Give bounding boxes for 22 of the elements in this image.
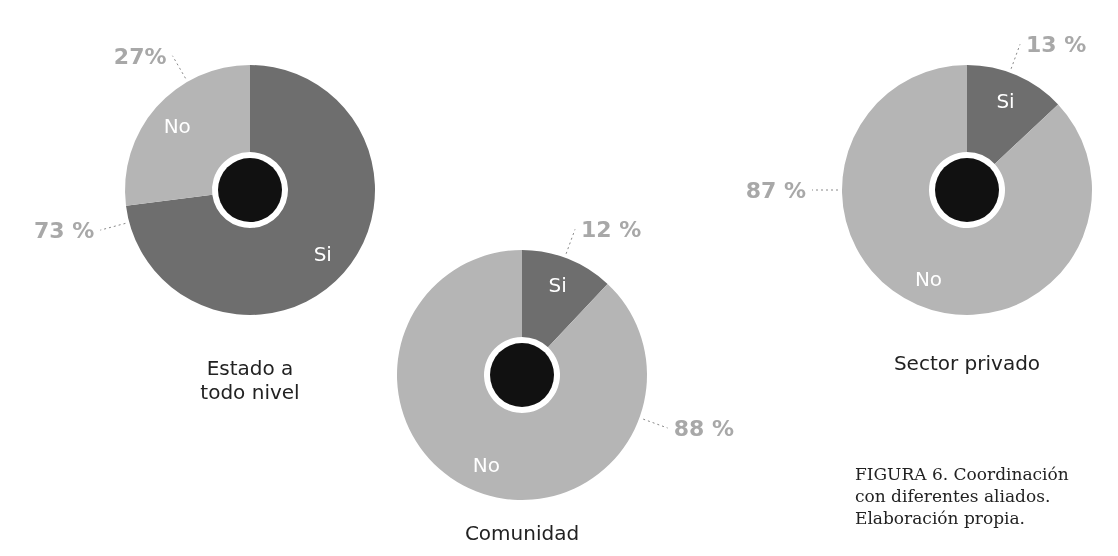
donut-slice <box>842 65 1092 315</box>
slice-label: No <box>163 113 191 138</box>
text: Comunidad <box>464 521 580 545</box>
slice-label: No <box>472 453 500 478</box>
donut-slice <box>967 65 1059 164</box>
donut-slice <box>397 250 647 500</box>
text: FIGURA 6. Coordinación con diferentes aliados. Elaboración propia. <box>855 464 1069 528</box>
text: Estado a todo nivel <box>200 356 300 404</box>
data-label: 73 % <box>33 218 95 244</box>
text: Sector privado <box>893 351 1041 375</box>
slice-label: No <box>914 267 943 292</box>
data-label: 88 % <box>673 416 734 442</box>
donut-slice <box>125 65 250 206</box>
slice-label: Si <box>996 88 1015 113</box>
donut-slice <box>522 250 608 348</box>
data-label: 12 % <box>581 217 642 243</box>
slice-label: Si <box>313 242 332 267</box>
data-label: 13 % <box>1026 32 1087 58</box>
donut-slice <box>125 65 375 315</box>
slice-label: Si <box>548 272 567 297</box>
data-label: 87 % <box>745 178 806 203</box>
data-label: 27% <box>113 43 167 69</box>
